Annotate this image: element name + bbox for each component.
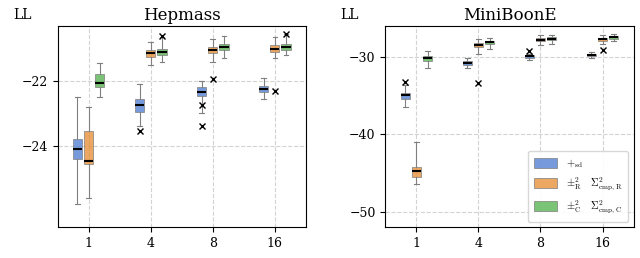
- Title: Hepmass: Hepmass: [143, 7, 221, 24]
- PathPatch shape: [525, 55, 534, 58]
- Text: LL: LL: [13, 8, 31, 22]
- Title: MiniBoonE: MiniBoonE: [463, 7, 556, 24]
- PathPatch shape: [423, 56, 432, 61]
- PathPatch shape: [208, 47, 218, 53]
- PathPatch shape: [135, 99, 144, 112]
- PathPatch shape: [401, 93, 410, 99]
- PathPatch shape: [598, 38, 607, 41]
- PathPatch shape: [270, 45, 280, 52]
- PathPatch shape: [547, 37, 556, 40]
- PathPatch shape: [587, 54, 596, 56]
- PathPatch shape: [485, 41, 494, 44]
- PathPatch shape: [157, 49, 166, 55]
- PathPatch shape: [536, 38, 545, 41]
- PathPatch shape: [197, 87, 206, 95]
- PathPatch shape: [412, 167, 421, 177]
- Legend: $+_{\mathrm{sd}}$, $\pm^2_{\mathrm{R}}$   $\Sigma^2_{\mathrm{cmp,R}}$, $\pm^2_{\: $+_{\mathrm{sd}}$, $\pm^2_{\mathrm{R}}$ …: [528, 151, 628, 222]
- Text: LL: LL: [340, 8, 359, 22]
- PathPatch shape: [146, 50, 156, 57]
- PathPatch shape: [95, 75, 104, 87]
- PathPatch shape: [474, 43, 483, 47]
- PathPatch shape: [73, 139, 82, 159]
- PathPatch shape: [84, 131, 93, 164]
- PathPatch shape: [259, 86, 268, 92]
- PathPatch shape: [463, 61, 472, 64]
- PathPatch shape: [282, 44, 291, 50]
- PathPatch shape: [609, 36, 618, 39]
- PathPatch shape: [220, 44, 228, 50]
